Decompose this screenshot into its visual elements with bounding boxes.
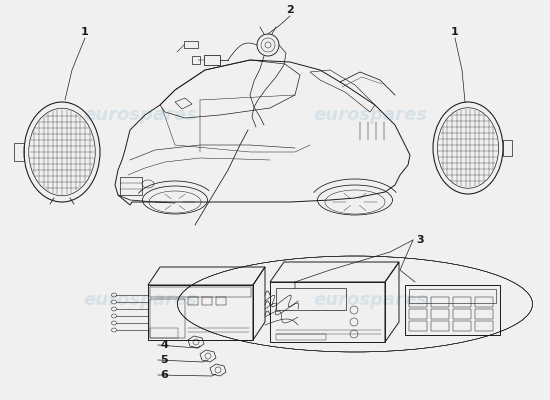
Bar <box>431 297 449 307</box>
Bar <box>120 177 142 195</box>
Bar <box>431 321 449 331</box>
Bar <box>409 297 427 307</box>
Text: eurospares: eurospares <box>83 106 197 124</box>
Text: eurospares: eurospares <box>313 106 427 124</box>
Text: 4: 4 <box>160 340 168 350</box>
Bar <box>453 297 471 307</box>
Text: 5: 5 <box>160 355 168 365</box>
Bar <box>192 56 200 64</box>
Bar <box>14 143 24 161</box>
Bar <box>188 297 198 305</box>
Bar <box>475 309 493 319</box>
Bar <box>270 282 385 342</box>
Text: 1: 1 <box>81 27 89 37</box>
Bar <box>148 285 253 340</box>
Bar <box>431 309 449 319</box>
Text: 6: 6 <box>160 370 168 380</box>
Bar <box>150 328 178 338</box>
Text: 1: 1 <box>451 27 459 37</box>
Text: eurospares: eurospares <box>313 291 427 309</box>
Bar <box>405 285 500 335</box>
Bar <box>202 297 212 305</box>
Bar <box>184 41 198 48</box>
Bar <box>453 309 471 319</box>
Bar <box>409 289 496 303</box>
Text: 3: 3 <box>416 235 424 245</box>
Bar <box>475 321 493 331</box>
Text: eurospares: eurospares <box>83 291 197 309</box>
Bar <box>475 297 493 307</box>
Bar <box>453 321 471 331</box>
Bar <box>204 55 220 65</box>
Bar <box>150 299 185 338</box>
Bar <box>409 309 427 319</box>
Bar <box>409 321 427 331</box>
Bar <box>276 334 326 340</box>
Bar <box>276 288 346 310</box>
Bar <box>150 287 251 297</box>
Bar <box>216 297 226 305</box>
Text: 2: 2 <box>286 5 294 15</box>
Bar <box>503 140 512 156</box>
